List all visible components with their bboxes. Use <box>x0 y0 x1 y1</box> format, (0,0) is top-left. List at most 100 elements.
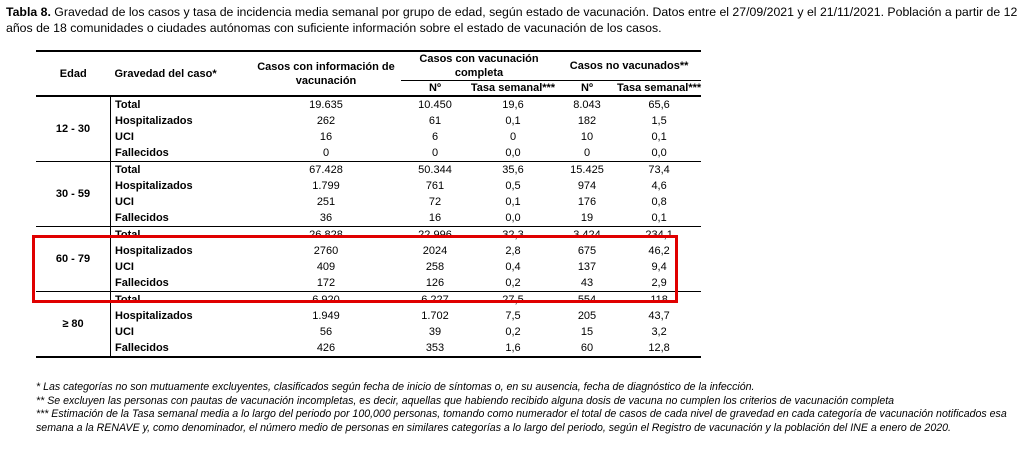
severity-cell: UCI <box>115 196 134 208</box>
complete-rate-cell: 0,0 <box>505 212 521 224</box>
info-cases-cell: 6.920 <box>312 294 340 306</box>
unvacc-num-cell: 43 <box>580 277 594 289</box>
table-row: UCI 251 72 0,1 176 0,8 <box>36 194 701 210</box>
table-row: UCI 409 258 0,4 137 9,4 <box>36 259 701 275</box>
complete-rate-cell: 7,5 <box>505 310 521 322</box>
severity-cell: Hospitalizados <box>115 310 193 322</box>
complete-rate-cell: 0,4 <box>505 261 521 273</box>
table-row: 12 - 30 Total 19.635 10.450 19,6 8.043 65,6 <box>36 96 701 162</box>
complete-rate-cell: 0,1 <box>505 196 521 208</box>
unvacc-num-cell: 60 <box>580 342 594 354</box>
complete-rate-cell: 19,6 <box>502 99 524 111</box>
unvacc-num-cell: 0 <box>583 147 591 159</box>
complete-num-cell: 0 <box>431 147 439 159</box>
severity-cell: Hospitalizados <box>115 115 193 127</box>
age-group: 60 - 79 Total 26.828 22.996 32,3 3.424 234,1 Ho… <box>36 226 702 292</box>
complete-num-cell: 22.996 <box>418 229 452 241</box>
complete-num-cell: 10.450 <box>418 99 452 111</box>
footnote-2: ** Se excluyen las personas con pautas d… <box>36 394 895 407</box>
complete-num-cell: 761 <box>425 180 445 192</box>
unvacc-rate-cell: 12,8 <box>648 342 670 354</box>
info-cases-cell: 1.799 <box>312 180 340 192</box>
complete-num-cell: 6.227 <box>421 294 449 306</box>
info-cases-cell: 426 <box>316 342 336 354</box>
unvacc-rate-cell: 9,4 <box>651 261 667 273</box>
table-header: Edad Gravedad del caso* Casos con inform… <box>36 51 702 97</box>
table-row: Hospitalizados 262 61 0,1 182 1,5 <box>36 113 701 129</box>
unvacc-rate-cell: 1,5 <box>651 115 667 127</box>
severity-cell: Fallecidos <box>115 277 169 289</box>
unvacc-num-cell: 176 <box>577 196 597 208</box>
info-cases-cell: 26.828 <box>309 229 343 241</box>
complete-rate-cell: 32,3 <box>502 229 524 241</box>
header-complete-rate: Tasa semanal*** <box>469 80 557 97</box>
table-row: 30 - 59 Total 67.428 50.344 35,6 15.425 73,4 <box>36 161 701 227</box>
unvacc-rate-cell: 118 <box>650 294 668 306</box>
complete-rate-cell: 0,5 <box>505 180 521 192</box>
unvacc-num-cell: 182 <box>577 115 597 127</box>
header-with-info: Casos con información de vacunación <box>251 51 401 97</box>
complete-rate-cell: 35,6 <box>502 164 524 176</box>
unvacc-rate-cell: 73,4 <box>648 164 670 176</box>
vaccination-severity-table: Edad Gravedad del caso* Casos con inform… <box>36 50 702 358</box>
table-row: Hospitalizados 2760 2024 2,8 675 46,2 <box>36 243 701 259</box>
unvacc-num-cell: 205 <box>577 310 597 322</box>
complete-num-cell: 2024 <box>422 245 448 257</box>
footnote-1: * Las categorías no son mutuamente exclu… <box>36 381 755 393</box>
table-row: Hospitalizados 1.949 1.702 7,5 205 43,7 <box>36 308 701 324</box>
unvacc-rate-cell: 43,7 <box>648 310 670 322</box>
complete-num-cell: 50.344 <box>418 164 452 176</box>
unvacc-num-cell: 15.425 <box>570 164 604 176</box>
table-row: Fallecidos 426 353 1,6 60 12,8 <box>36 340 701 357</box>
info-cases-cell: 16 <box>319 131 333 143</box>
unvacc-rate-cell: 0,8 <box>651 196 667 208</box>
info-cases-cell: 262 <box>316 115 336 127</box>
header-complete-num: Nº <box>401 80 469 97</box>
unvacc-rate-cell: 234,1 <box>645 229 673 241</box>
footnotes: * Las categorías no son mutuamente exclu… <box>36 381 1016 435</box>
unvacc-rate-cell: 2,9 <box>651 277 667 289</box>
age-group: 30 - 59 Total 67.428 50.344 35,6 15.425 73,4 Ho… <box>36 161 702 227</box>
unvacc-rate-cell: 4,6 <box>651 180 667 192</box>
complete-rate-cell: 0,2 <box>505 326 521 338</box>
complete-num-cell: 6 <box>431 131 439 143</box>
complete-num-cell: 61 <box>428 115 442 127</box>
severity-cell: Hospitalizados <box>115 180 193 192</box>
info-cases-cell: 19.635 <box>309 99 343 111</box>
severity-cell: Total <box>115 229 141 241</box>
info-cases-cell: 36 <box>319 212 333 224</box>
header-age: Edad <box>36 51 111 97</box>
complete-rate-cell: 1,6 <box>505 342 521 354</box>
age-cell: 12 - 30 <box>36 96 111 162</box>
unvacc-num-cell: 3.424 <box>573 229 601 241</box>
table-row: Fallecidos 0 0 0,0 0 0,0 <box>36 145 701 162</box>
severity-cell: UCI <box>115 326 134 338</box>
header-unvacc-num: Nº <box>557 80 617 97</box>
table-row: Fallecidos 172 126 0,2 43 2,9 <box>36 275 701 292</box>
unvacc-num-cell: 19 <box>580 212 594 224</box>
unvacc-num-cell: 974 <box>577 180 597 192</box>
unvacc-rate-cell: 3,2 <box>651 326 667 338</box>
info-cases-cell: 56 <box>319 326 333 338</box>
unvacc-num-cell: 10 <box>580 131 594 143</box>
table-row: Hospitalizados 1.799 761 0,5 974 4,6 <box>36 178 701 194</box>
table-row: UCI 56 39 0,2 15 3,2 <box>36 324 701 340</box>
header-severity: Gravedad del caso* <box>110 51 251 97</box>
severity-cell: Fallecidos <box>115 147 169 159</box>
table-row: ≥ 80 Total 6.920 6.227 27,5 554 118 <box>36 291 701 357</box>
complete-rate-cell: 0 <box>509 131 517 143</box>
info-cases-cell: 1.949 <box>312 310 340 322</box>
unvacc-num-cell: 675 <box>577 245 597 257</box>
severity-cell: Fallecidos <box>115 212 169 224</box>
info-cases-cell: 251 <box>316 196 336 208</box>
complete-rate-cell: 0,1 <box>505 115 521 127</box>
age-cell: 30 - 59 <box>36 161 111 227</box>
age-cell: 60 - 79 <box>36 226 111 292</box>
complete-rate-cell: 0,0 <box>505 147 521 159</box>
complete-num-cell: 39 <box>428 326 442 338</box>
severity-cell: Total <box>115 294 141 306</box>
info-cases-cell: 172 <box>316 277 336 289</box>
table-row: Fallecidos 36 16 0,0 19 0,1 <box>36 210 701 227</box>
caption-text: Gravedad de los casos y tasa de incidenc… <box>6 5 1018 35</box>
info-cases-cell: 0 <box>322 147 330 159</box>
